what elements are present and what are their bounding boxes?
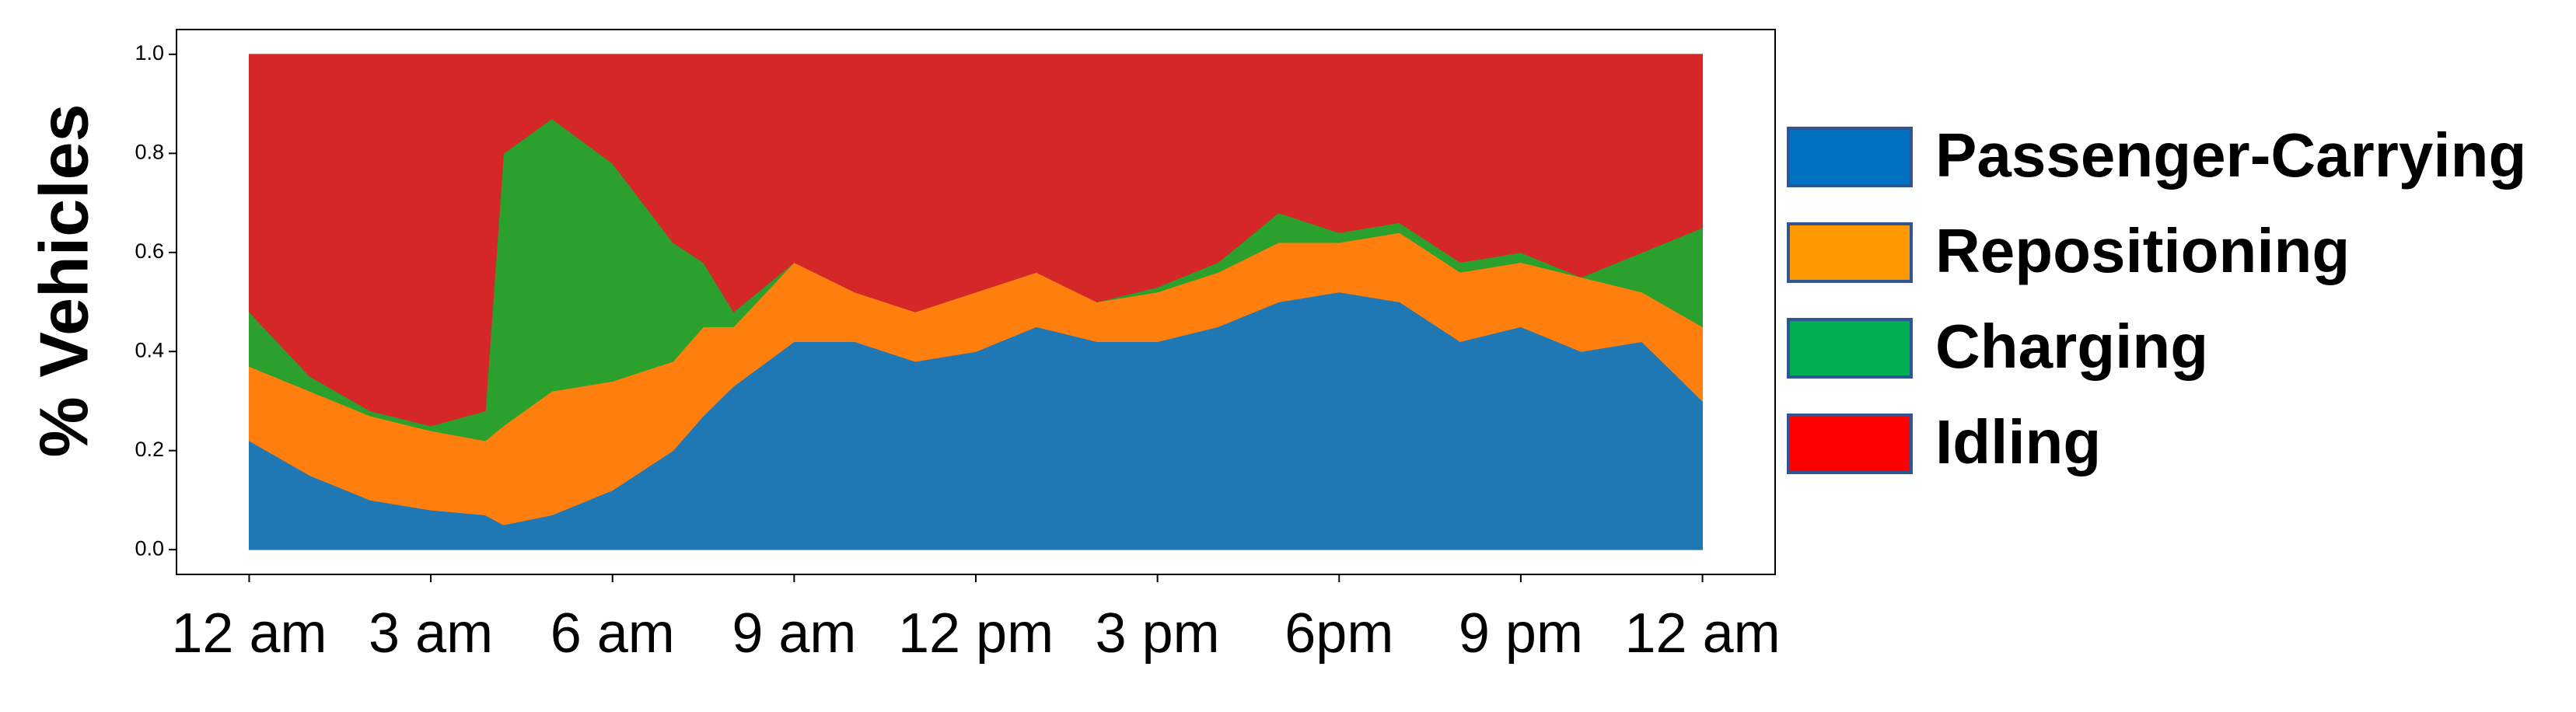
legend-label: Passenger-Carrying	[1935, 120, 2526, 190]
y-tick-label: 0.4	[135, 338, 164, 361]
x-tick-label: 12 am	[171, 602, 327, 665]
x-tick-label: 9 pm	[1459, 602, 1583, 665]
legend-label: Repositioning	[1935, 216, 2350, 285]
y-tick-label: 0.8	[135, 140, 164, 163]
x-tick-label: 3 am	[369, 602, 493, 665]
legend-swatch	[1787, 222, 1913, 283]
x-tick-label: 9 am	[732, 602, 856, 665]
x-tick-label: 6pm	[1285, 602, 1393, 665]
x-tick-label: 6 am	[551, 602, 675, 665]
x-tick-label: 12 am	[1624, 602, 1780, 665]
legend-label: Idling	[1935, 407, 2101, 476]
y-tick-label: 0.6	[135, 239, 164, 263]
area	[248, 54, 1704, 427]
y-tick-label: 0.0	[135, 536, 164, 560]
y-tick-label: 1.0	[135, 41, 164, 65]
legend-label: Charging	[1935, 312, 2208, 381]
x-tick-label: 12 pm	[898, 602, 1054, 665]
y-axis-title: % Vehicles	[25, 104, 102, 458]
x-tick-label: 3 pm	[1096, 602, 1220, 665]
y-tick-label: 0.2	[135, 438, 164, 461]
legend-swatch	[1787, 127, 1913, 187]
legend-swatch	[1787, 318, 1913, 379]
legend-swatch	[1787, 414, 1913, 474]
